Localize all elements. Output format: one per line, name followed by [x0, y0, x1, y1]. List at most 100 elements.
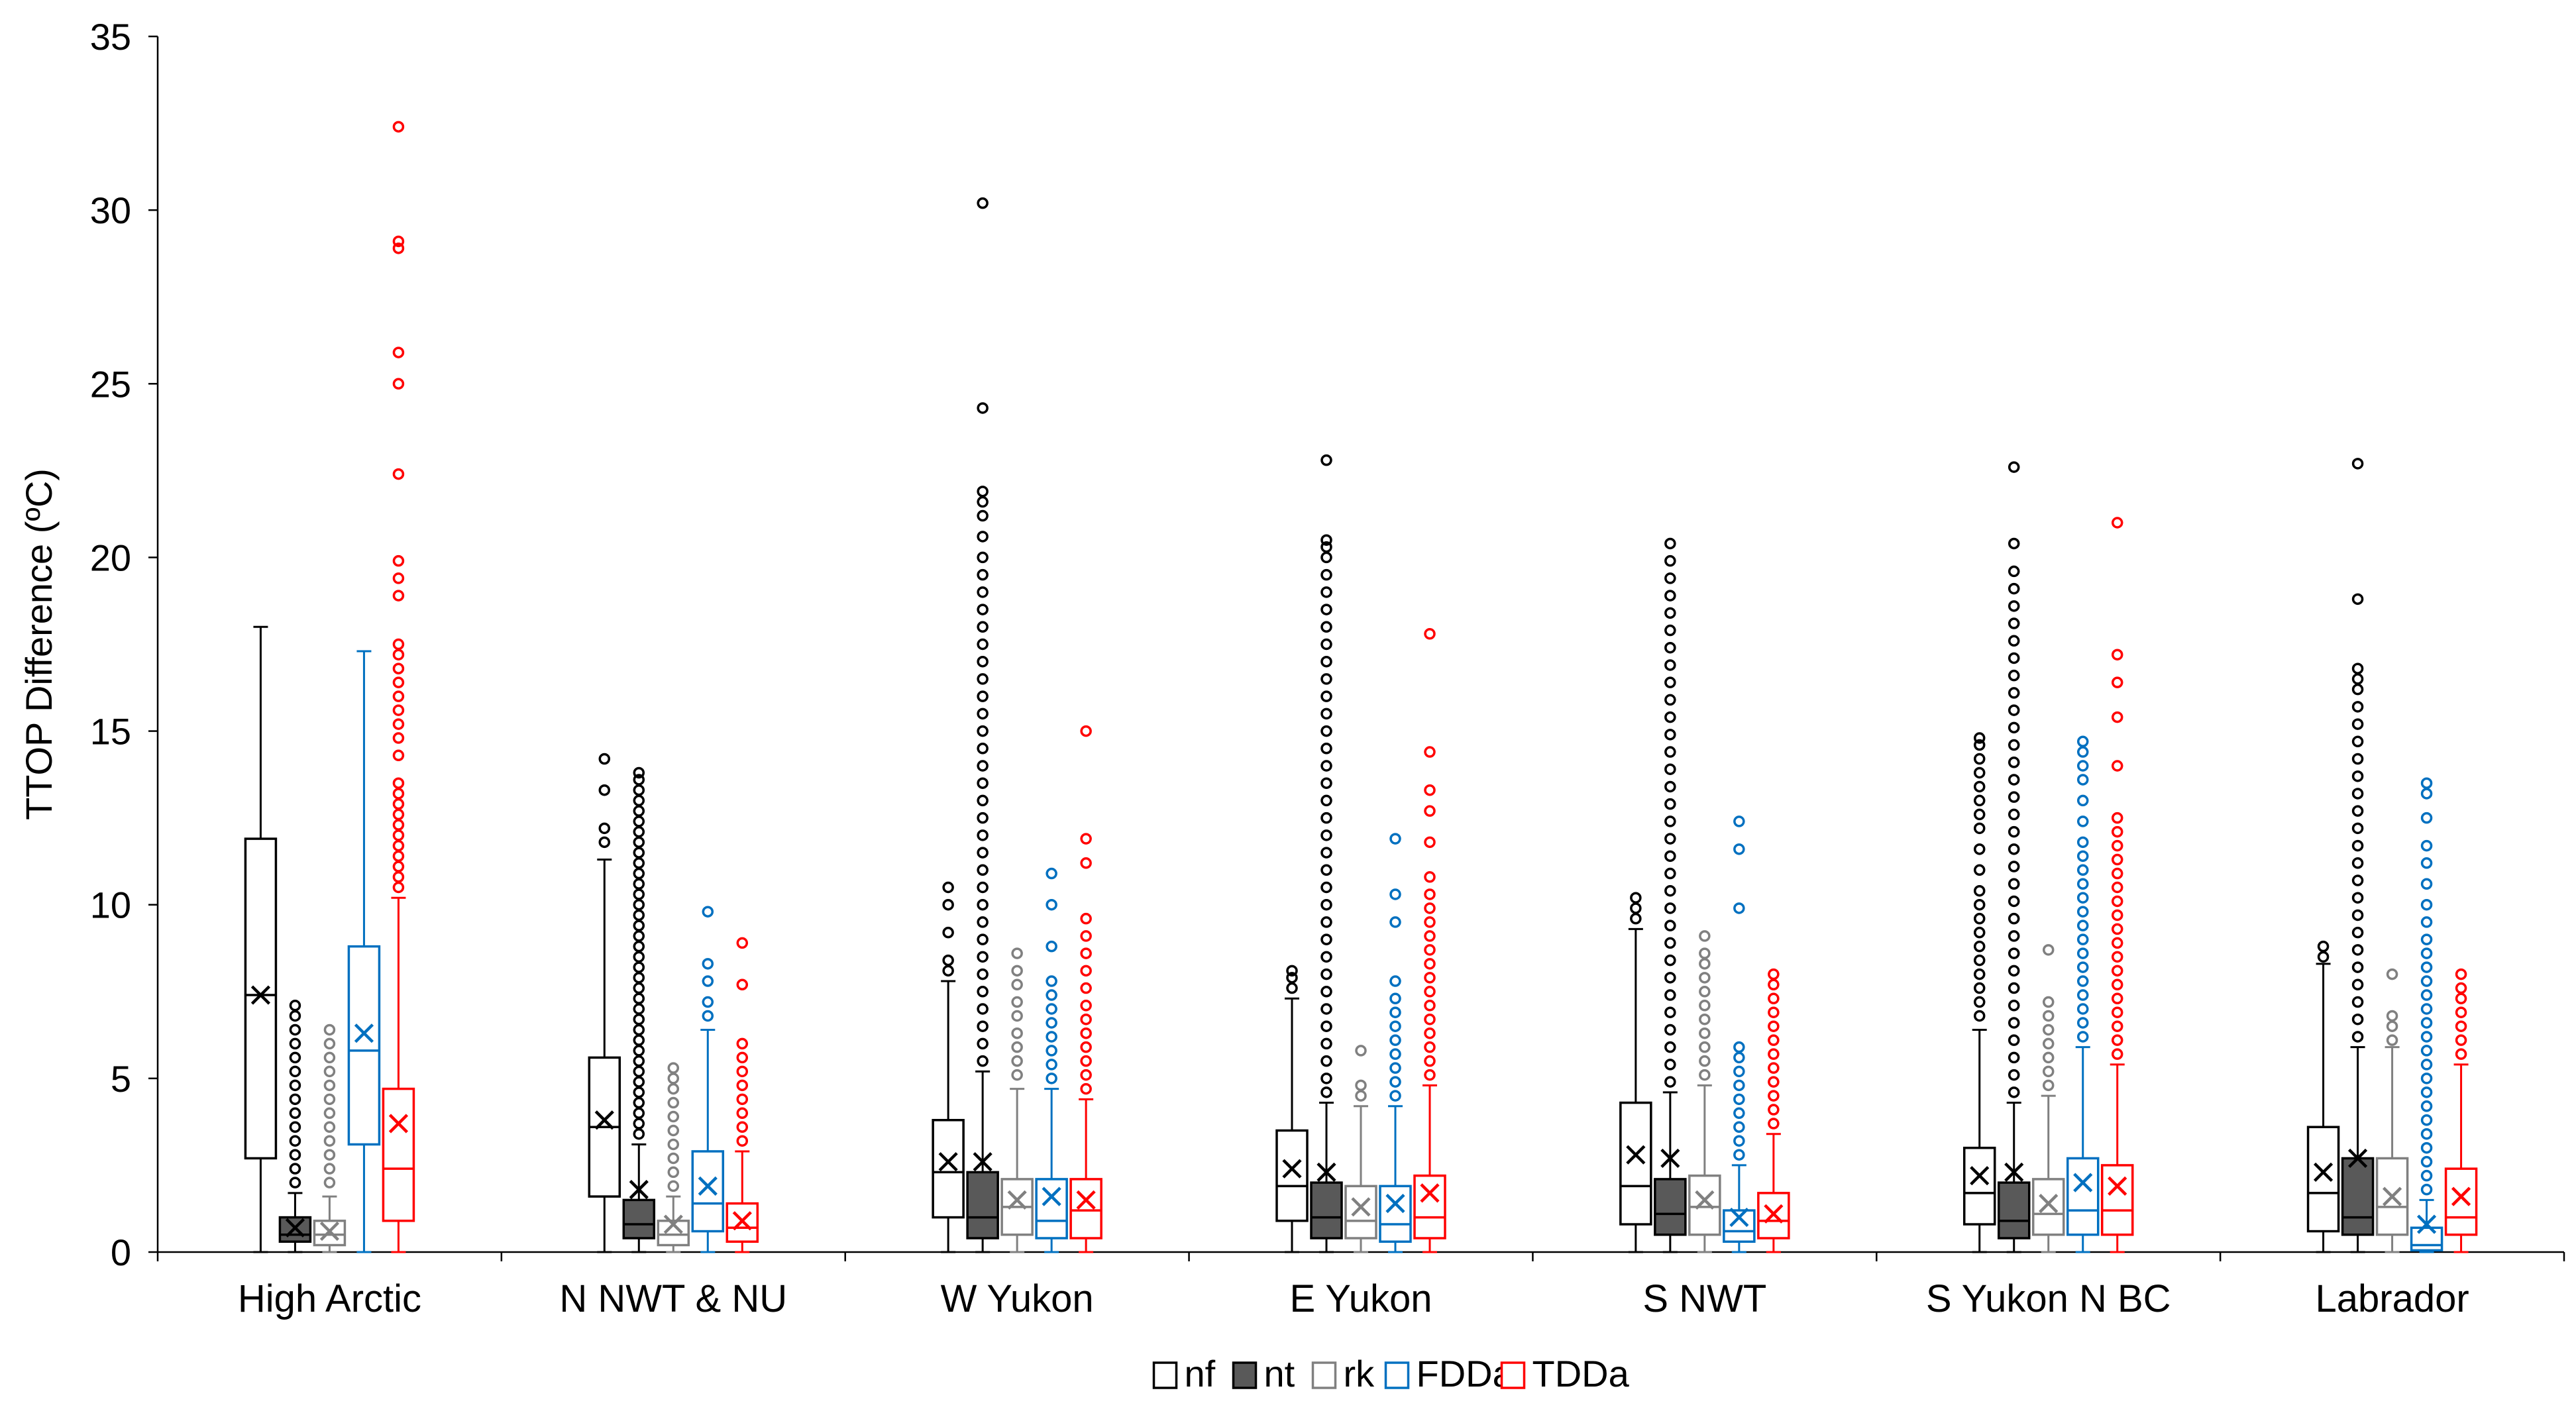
box-iqr — [2306, 1126, 2340, 1233]
box-FDDa-2 — [1035, 867, 1068, 1253]
outlier-point — [289, 1093, 301, 1106]
outlier-point — [1664, 850, 1676, 863]
outlier-point — [2008, 774, 2020, 786]
outlier-point — [2076, 816, 2089, 827]
outlier-point — [977, 794, 989, 807]
outlier-point — [1080, 1082, 1092, 1095]
mean-marker — [2416, 1214, 2437, 1234]
outlier-point — [1389, 1076, 1401, 1088]
box-iqr — [691, 1150, 725, 1233]
outlier-point — [323, 1079, 336, 1092]
outlier-point — [289, 1149, 301, 1161]
box-rk-2 — [1000, 947, 1034, 1253]
outlier-point — [633, 847, 645, 859]
mean-marker — [2073, 1173, 2093, 1192]
outlier-point — [1768, 1020, 1780, 1032]
box-rk-5 — [2031, 944, 2065, 1253]
outlier-point — [1424, 805, 1436, 817]
outlier-point — [1699, 1027, 1711, 1039]
outlier-point — [2042, 944, 2055, 956]
box-iqr — [2341, 1157, 2375, 1236]
outlier-point — [633, 972, 645, 984]
outlier-point — [2420, 1017, 2433, 1029]
outlier-point — [2420, 975, 2433, 987]
outlier-point — [633, 766, 645, 779]
box-rk-4 — [1688, 930, 1721, 1253]
box-TDDa-1 — [725, 937, 759, 1253]
outlier-point — [289, 1107, 301, 1120]
box-TDDa-3 — [1413, 628, 1446, 1253]
outlier-point — [2008, 565, 2020, 578]
outlier-point — [633, 774, 645, 786]
box-iqr — [1310, 1181, 1343, 1239]
outlier-point — [633, 961, 645, 973]
outlier-point — [2076, 906, 2089, 918]
outlier-point — [1080, 1041, 1092, 1053]
outlier-point — [392, 590, 405, 602]
outlier-point — [2042, 1051, 2055, 1064]
outlier-point — [2111, 923, 2123, 935]
outlier-point — [2420, 1003, 2433, 1015]
outlier-point — [1320, 551, 1332, 564]
y-tick-label: 25 — [90, 363, 131, 405]
box-iqr — [1413, 1174, 1446, 1239]
box-FDDa-3 — [1379, 833, 1412, 1253]
outlier-point — [2420, 989, 2433, 1001]
outlier-point — [633, 1055, 645, 1067]
outlier-point — [1355, 1045, 1367, 1057]
outlier-point — [2455, 992, 2467, 1005]
outlier-point — [1080, 1013, 1092, 1026]
outlier-point — [977, 708, 989, 720]
outlier-point — [2351, 874, 2364, 886]
outlier-point — [323, 1051, 336, 1064]
outlier-point — [2111, 853, 2123, 866]
box-nf-5 — [1962, 732, 1996, 1253]
outlier-point — [977, 586, 989, 598]
mean-marker — [1385, 1194, 1405, 1214]
outlier-point — [633, 867, 645, 880]
outlier-point — [1768, 1090, 1780, 1102]
outlier-point — [1699, 1069, 1711, 1081]
outlier-point — [1320, 568, 1332, 581]
outlier-point — [1011, 978, 1023, 991]
mean-marker — [1970, 1166, 1990, 1186]
outlier-point — [2111, 676, 2123, 688]
outlier-point — [2008, 930, 2020, 942]
outlier-point — [1664, 1024, 1676, 1036]
outlier-point — [2008, 825, 2020, 838]
outlier-point — [2420, 1031, 2433, 1043]
outlier-point — [977, 496, 989, 508]
outlier-point — [1320, 690, 1332, 702]
outlier-point — [1973, 982, 1986, 994]
outlier-point — [1768, 1034, 1780, 1046]
outlier-point — [392, 808, 405, 821]
outlier-point — [2351, 701, 2364, 713]
outlier-point — [1389, 1020, 1401, 1032]
outlier-point — [2042, 1079, 2055, 1092]
outlier-point — [633, 1065, 645, 1078]
outlier-point — [1664, 1076, 1676, 1088]
outlier-point — [2351, 857, 2364, 869]
outlier-point — [1424, 836, 1436, 849]
outlier-point — [2420, 947, 2433, 959]
outlier-point — [1011, 1027, 1023, 1039]
outlier-point — [598, 753, 611, 765]
outlier-point — [289, 1163, 301, 1175]
outlier-point — [1424, 972, 1436, 984]
outlier-point — [1389, 833, 1401, 845]
outlier-point — [2351, 770, 2364, 782]
outlier-point — [1424, 871, 1436, 883]
outlier-point — [2076, 746, 2089, 758]
outlier-point — [392, 850, 405, 863]
outlier-point — [1320, 1086, 1332, 1098]
legend-label: FDDa — [1417, 1353, 1514, 1395]
outlier-point — [392, 572, 405, 584]
outlier-point — [977, 916, 989, 928]
outlier-point — [2351, 839, 2364, 852]
outlier-point — [667, 1073, 680, 1084]
outlier-point — [392, 468, 405, 480]
outlier-point — [633, 1107, 645, 1120]
outlier-point — [2420, 1141, 2433, 1154]
outlier-point — [289, 1135, 301, 1147]
